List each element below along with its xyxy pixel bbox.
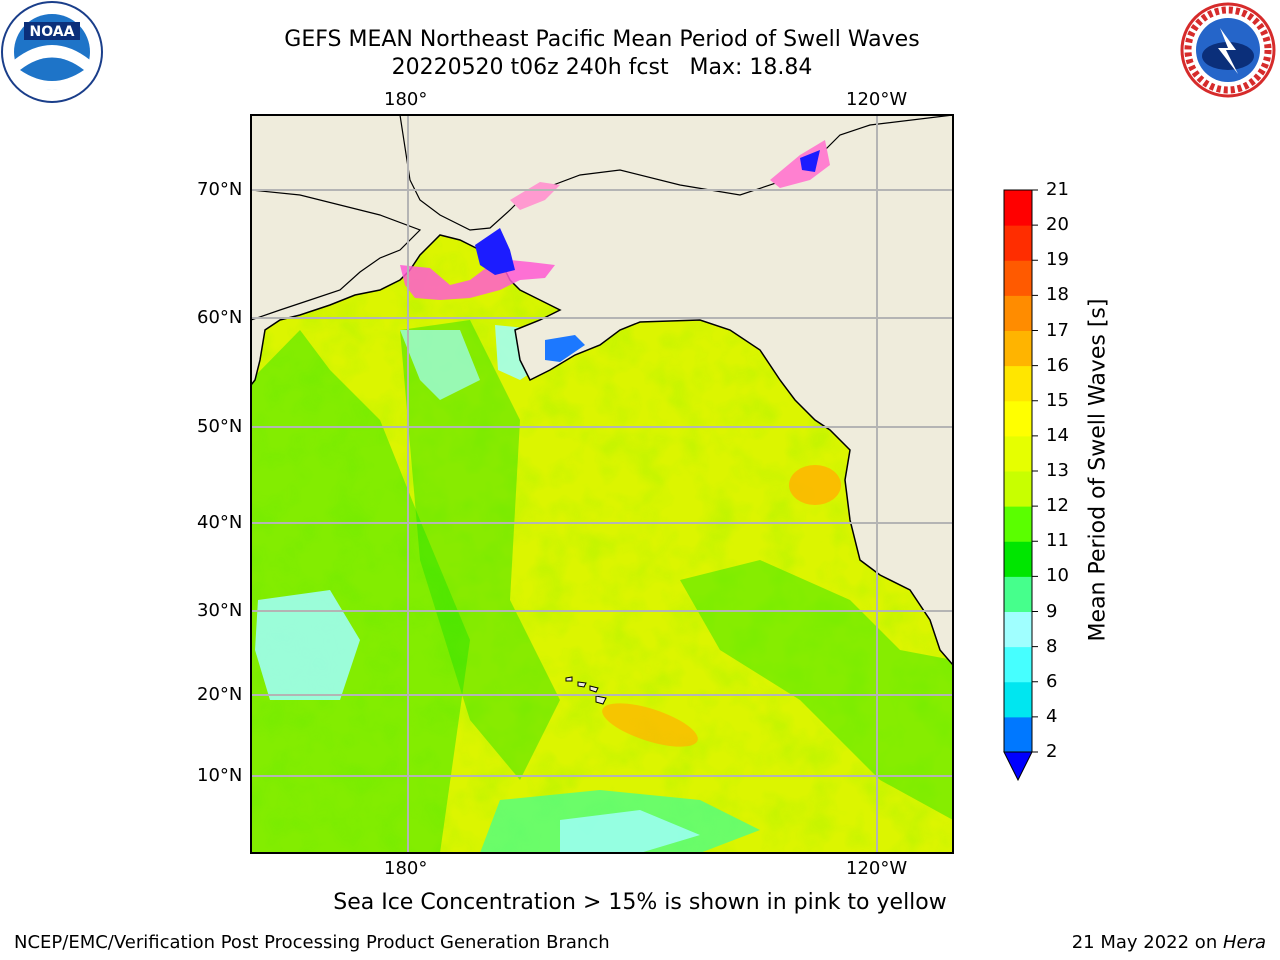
footer-date: 21 May 2022 on Hera [1072,932,1266,953]
colorbar-segment [1004,295,1032,331]
lat-label-20n: 20°N [197,684,243,705]
sea-ice-bering [400,260,555,300]
lat-label-40n: 40°N [197,512,243,533]
colorbar-segment [1004,576,1032,612]
svg-text:NOAA: NOAA [30,24,75,40]
lon-label-top-180: 180° [384,89,428,110]
lat-label-50n: 50°N [197,416,243,437]
north-cyan-patch [400,330,480,400]
sea-ice-blue-1 [475,228,515,275]
colorbar-segment [1004,471,1032,507]
south-cyan-patch [560,810,700,853]
colorbar-extend-arrow [1003,751,1033,782]
colorbar-tick-label: 17 [1046,319,1069,341]
lat-label-30n: 30°N [197,600,243,621]
colorbar-tick-label: 15 [1046,389,1069,411]
sea-ice-blue-2 [800,150,820,172]
colorbar-segment [1004,190,1032,226]
colorbar-tick-label: 19 [1046,249,1069,271]
colorbar-title: Mean Period of Swell Waves [s] [1085,298,1111,642]
colorbar-segment [1004,400,1032,437]
footer-credit: NCEP/EMC/Verification Post Processing Pr… [14,932,610,953]
lat-label-10n: 10°N [197,765,243,786]
colorbar-segment [1004,681,1032,718]
nws-logo [1180,2,1276,98]
colorbar-segment [1004,330,1032,367]
map-subtitle: 20220520 t06z 240h fcst Max: 18.84 [391,55,813,80]
graticule [251,115,953,853]
colorbar-tick-label: 6 [1046,670,1058,692]
orange-patch-hawaii [602,703,698,747]
colorbar-segment [1004,506,1032,542]
footer-machine: Hera [1222,932,1266,953]
siberia-land [251,189,422,321]
colorbar-tick-label: 10 [1046,565,1069,587]
north-america-land [251,115,953,667]
east-green-band [680,560,953,820]
sea-ice-bristol [545,335,585,362]
colorbar-tick-label: 2 [1046,741,1058,762]
map-border [250,114,954,854]
colorbar [1003,189,1038,782]
colorbar-tick-label: 20 [1046,214,1069,236]
hawaii-islands [565,676,607,705]
lat-label-60n: 60°N [197,307,243,328]
colorbar-tick-label: 18 [1046,284,1069,306]
colorbar-segment [1004,541,1032,577]
colorbar-segment [1004,611,1032,648]
lon-label-bottom-120w: 120°W [846,858,908,879]
colorbar-tick-label: 9 [1046,600,1058,622]
colorbar-tick-label: 14 [1046,424,1069,446]
colorbar-tick-label: 13 [1046,460,1069,481]
noaa-logo: NOAA [1,1,103,103]
colorbar-tick-label: 12 [1046,495,1069,517]
colorbar-segment [1004,435,1032,472]
footer-date-text: 21 May 2022 on [1071,932,1223,953]
lat-label-70n: 70°N [197,179,243,200]
map-frame-content [251,115,953,853]
map-title: GEFS MEAN Northeast Pacific Mean Period … [284,27,920,52]
colorbar-segment [1004,260,1032,296]
colorbar-tick-label: 16 [1046,354,1069,376]
colorbar-tick-label: 4 [1046,705,1058,727]
colorbar-segment [1004,716,1032,753]
colorbar-tick-label: 11 [1046,530,1069,552]
colorbar-tick-label: 8 [1046,635,1058,657]
orange-patch-california [789,465,841,505]
colorbar-segment [1004,646,1032,683]
colorbar-segment [1004,365,1032,402]
west-cyan-patch [255,590,360,700]
sea-ice-caption: Sea Ice Concentration > 15% is shown in … [333,890,947,915]
colorbar-tick-label: 21 [1046,179,1069,200]
lon-label-top-120w: 120°W [846,89,908,110]
lon-label-bottom-180: 180° [384,858,428,879]
central-green-band [400,320,560,780]
west-green-band [251,330,470,853]
colorbar-segment [1004,225,1032,261]
